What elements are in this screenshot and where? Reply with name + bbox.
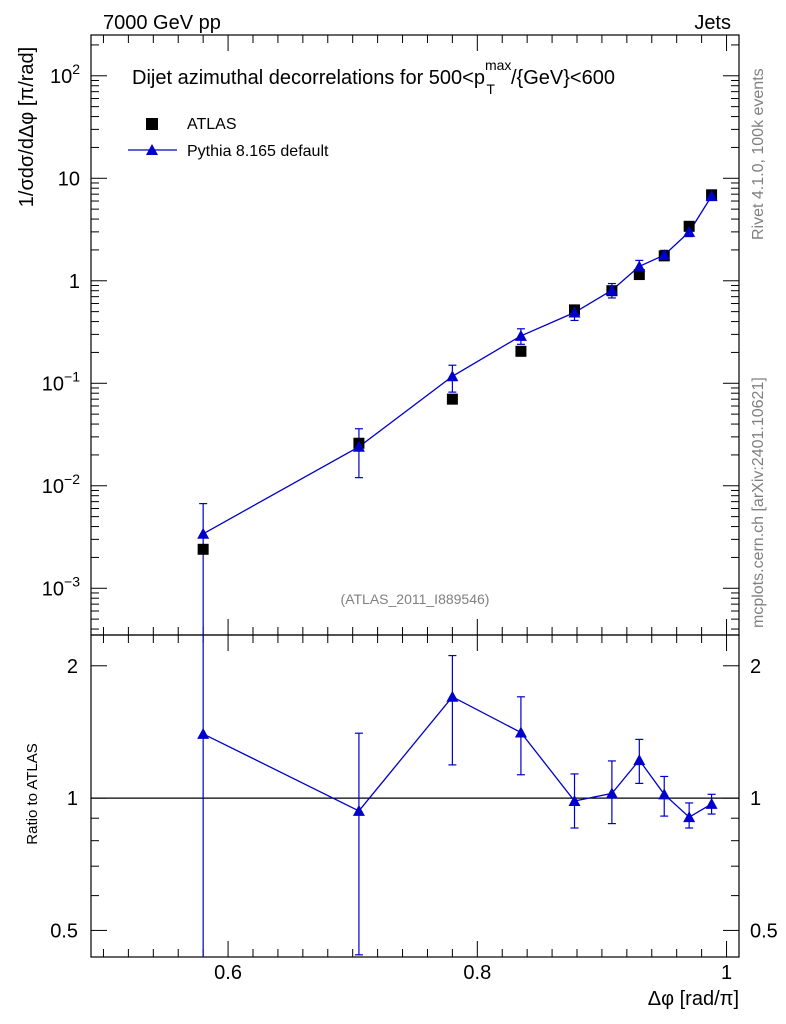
ratio-y-tick-label-right: 0.5 xyxy=(750,920,778,942)
tick-mantissa: 10 xyxy=(58,168,80,190)
ratio-y-tick-label-right: 1 xyxy=(750,788,761,810)
ratio-point xyxy=(683,811,696,823)
ratio-y-axis-label: Ratio to ATLAS xyxy=(24,743,41,844)
tick-mantissa: 10 xyxy=(42,476,64,498)
ratio-y-tick-label: 2 xyxy=(67,656,78,678)
tick-exponent: 2 xyxy=(72,61,80,77)
ratio-line xyxy=(202,695,712,819)
analysis-watermark: (ATLAS_2011_I889546) xyxy=(341,591,490,607)
rivet-label: Rivet 4.1.0, 100k events xyxy=(750,68,767,240)
tick-exponent: −3 xyxy=(64,573,80,589)
atlas-point xyxy=(446,393,458,405)
tick-mantissa: 10 xyxy=(42,578,64,600)
tick-mantissa: 1 xyxy=(69,271,80,293)
pythia-point xyxy=(197,527,210,539)
tick-exponent: −1 xyxy=(64,368,80,384)
title-suffix: /{GeV}<600 xyxy=(511,67,615,89)
ratio-y-tick-label: 0.5 xyxy=(50,920,78,942)
atlas-point xyxy=(633,269,645,281)
pythia-point xyxy=(605,284,618,296)
main-data-layer xyxy=(197,189,718,635)
ratio-frame xyxy=(90,634,740,958)
ratio-data-layer xyxy=(197,635,718,957)
main-y-tick-label: 10−3 xyxy=(42,573,80,600)
ratio-y-tick-labels: 2 2 1 1 0.5 0.5 xyxy=(50,656,778,943)
ratio-point xyxy=(605,787,618,799)
title-prefix: Dijet azimuthal decorrelations for 500<p xyxy=(132,67,485,89)
ratio-y-tick-label: 1 xyxy=(67,788,78,810)
legend-atlas-marker xyxy=(146,118,158,130)
main-y-axis-label: 1/σdσ/dΔφ [π/rad] xyxy=(16,47,38,207)
ratio-point xyxy=(658,788,671,800)
x-tick-label: 0.6 xyxy=(214,962,242,984)
main-y-tick-label: 10−1 xyxy=(42,368,80,395)
ratio-point xyxy=(633,754,646,766)
energy-label: 7000 GeV pp xyxy=(103,12,221,34)
mcplots-label: mcplots.cern.ch [arXiv:2401.10621] xyxy=(750,377,767,628)
x-axis-label: Δφ [rad/π] xyxy=(648,988,739,1010)
ratio-ticks xyxy=(91,635,739,957)
ratio-y-tick-label-right: 2 xyxy=(750,656,761,678)
tick-mantissa: 10 xyxy=(50,66,72,88)
tick-exponent: −2 xyxy=(64,471,80,487)
pythia-point xyxy=(633,260,646,272)
ratio-point xyxy=(705,797,718,809)
atlas-point xyxy=(197,543,209,555)
legend-pythia-label: Pythia 8.165 default xyxy=(187,143,329,160)
main-y-tick-label: 102 xyxy=(50,61,80,88)
main-y-tick-label: 1 xyxy=(69,271,80,293)
title-sup: max xyxy=(485,57,511,73)
title-sub: T xyxy=(486,81,495,97)
ratio-point xyxy=(568,794,581,806)
ratio-point xyxy=(197,727,210,739)
ratio-panel: 2 2 1 1 0.5 0.5 0.6 0.8 1 Ratio to ATLAS Δφ [ra… xyxy=(24,634,778,1010)
legend-atlas-label: ATLAS xyxy=(187,116,237,133)
pythia-point xyxy=(352,440,365,452)
pythia-point xyxy=(658,249,671,261)
main-y-tick-label: 10 xyxy=(58,168,80,190)
tick-mantissa: 10 xyxy=(42,373,64,395)
atlas-point xyxy=(515,345,527,357)
x-tick-label: 0.8 xyxy=(463,962,491,984)
ratio-point xyxy=(514,726,527,738)
x-tick-label: 1 xyxy=(721,962,732,984)
pythia-point xyxy=(514,329,527,341)
x-tick-labels: 0.6 0.8 1 xyxy=(214,962,732,984)
legend-pythia-marker xyxy=(146,144,158,155)
category-label: Jets xyxy=(694,12,731,34)
pythia-point xyxy=(683,225,696,237)
pythia-point xyxy=(446,370,459,382)
ratio-point xyxy=(446,690,459,702)
pythia-point xyxy=(568,306,581,318)
ratio-point xyxy=(352,804,365,816)
main-y-tick-label: 10−2 xyxy=(42,471,80,498)
legend: ATLAS Pythia 8.165 default xyxy=(128,116,329,160)
chart-title: Dijet azimuthal decorrelations for 500<p… xyxy=(132,57,615,97)
pythia-point xyxy=(705,190,718,202)
main-ticks xyxy=(91,35,739,635)
pythia-line xyxy=(202,195,713,535)
